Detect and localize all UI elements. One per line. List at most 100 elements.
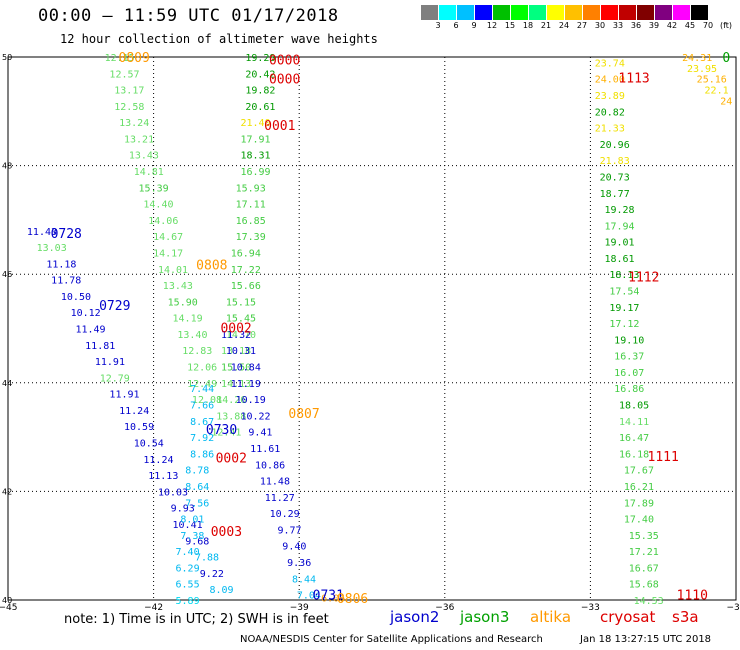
swh-value: 16.37 <box>614 352 644 363</box>
swh-value: 10.03 <box>158 487 188 498</box>
swh-value: 19.28 <box>604 205 634 216</box>
colorbar-label: 30 <box>594 21 606 30</box>
swh-value: 11.24 <box>143 455 173 466</box>
swh-value: 12.15 <box>105 53 135 64</box>
colorbar-swatch <box>601 5 619 20</box>
swh-value: 7.66 <box>190 401 214 412</box>
time-label: 1113 <box>618 72 649 87</box>
time-label: 0809 <box>119 51 150 66</box>
swh-value: 16.47 <box>619 433 649 444</box>
swh-value: 15.93 <box>236 183 266 194</box>
swh-value: 12.83 <box>182 346 212 357</box>
time-label: 0001 <box>264 119 295 134</box>
swh-value: 15.39 <box>139 183 169 194</box>
swh-value: 11.19 <box>231 379 261 390</box>
swh-value: 16.21 <box>624 482 654 493</box>
swh-value: 14.70 <box>226 330 256 341</box>
swh-value: 25.16 <box>697 75 727 86</box>
swh-value: 11.13 <box>148 471 178 482</box>
y-tick-label: 42 <box>2 487 12 496</box>
swh-value: 10.84 <box>231 363 261 374</box>
colorbar-label: 21 <box>540 21 552 30</box>
swh-value: 15.35 <box>629 531 659 542</box>
swh-value: 9.41 <box>248 428 272 439</box>
swh-value: 13.03 <box>37 243 67 254</box>
swh-value: 15.15 <box>226 297 256 308</box>
colorbar-swatch <box>421 5 439 20</box>
swh-value: 24 <box>720 96 732 107</box>
swh-value: 10.29 <box>270 509 300 520</box>
swh-value: 11.24 <box>119 406 149 417</box>
swh-value: 18.13 <box>609 270 639 281</box>
colorbar-label: 3 <box>435 21 441 30</box>
swh-value: 23.95 <box>687 64 717 75</box>
colorbar-label: 6 <box>453 21 459 30</box>
swh-value: 16.86 <box>614 384 644 395</box>
swh-value: 21.83 <box>600 156 630 167</box>
legend-cryosat: cryosat <box>600 608 656 626</box>
legend-s3a: s3a <box>672 608 699 626</box>
swh-value: 14.13 <box>221 379 251 390</box>
swh-value: 10.59 <box>124 422 154 433</box>
swh-value: 14.17 <box>153 248 183 259</box>
swh-value: 8.09 <box>209 585 233 596</box>
time-label: 0000 <box>269 73 300 88</box>
swh-value: 14.81 <box>134 167 164 178</box>
swh-value: 12.06 <box>187 363 217 374</box>
legend-note: note: 1) Time is in UTC; 2) SWH is in fe… <box>64 612 329 627</box>
swh-value: 18.77 <box>600 189 630 200</box>
legend-altika: altika <box>530 608 572 626</box>
swh-value: 6.06 <box>321 593 345 604</box>
colorbar-label: 15 <box>504 21 516 30</box>
swh-value: 11.91 <box>95 357 125 368</box>
swh-value: 24.00 <box>595 75 625 86</box>
swh-value: 11.81 <box>85 341 115 352</box>
time-label: 0 <box>722 51 730 66</box>
swh-value: 17.54 <box>609 286 639 297</box>
legend-jason2: jason2 <box>390 608 440 626</box>
swh-value: 9.40 <box>282 542 306 553</box>
swh-value: 19.17 <box>609 303 639 314</box>
colorbar-swatch <box>583 5 601 20</box>
colorbar-label: 12 <box>486 21 498 30</box>
swh-value: 16.07 <box>614 368 644 379</box>
swh-value: 10.31 <box>226 346 256 357</box>
swh-value: 10.41 <box>173 520 203 531</box>
swh-value: 12.79 <box>100 373 130 384</box>
swh-value: 17.40 <box>624 515 654 526</box>
swh-value: 14.40 <box>143 200 173 211</box>
swh-value: 16.18 <box>619 449 649 460</box>
swh-value: 10.86 <box>255 460 285 471</box>
swh-value: 6.55 <box>176 580 200 591</box>
footer-timestamp: Jan 18 13:27:15 UTC 2018 <box>580 634 712 645</box>
swh-value: 16.85 <box>236 216 266 227</box>
swh-value: 10.54 <box>134 439 164 450</box>
colorbar-swatch <box>493 5 511 20</box>
swh-value: 11.43 <box>27 227 57 238</box>
y-tick-label: 50 <box>2 53 12 62</box>
time-label: 0003 <box>211 525 242 540</box>
plot-frame <box>7 56 737 601</box>
swh-value: 11.32 <box>221 330 251 341</box>
time-label: 1111 <box>648 450 679 465</box>
swh-value: 18.61 <box>604 254 634 265</box>
swh-value: 17.91 <box>240 134 270 145</box>
swh-value: 18.31 <box>240 151 270 162</box>
colorbar-swatch <box>637 5 655 20</box>
swh-value: 9.68 <box>185 536 209 547</box>
swh-value: 13.21 <box>124 134 154 145</box>
colorbar-swatch <box>655 5 673 20</box>
swh-value: 17.11 <box>236 200 266 211</box>
swh-value: 12.49 <box>187 379 217 390</box>
swh-value: 14.11 <box>619 417 649 428</box>
swh-value: 7.40 <box>176 547 200 558</box>
swh-value: 14.26 <box>216 395 246 406</box>
swh-value: 12.58 <box>114 102 144 113</box>
colorbar <box>421 5 709 20</box>
swh-value: 20.96 <box>600 140 630 151</box>
swh-value: 19.82 <box>245 86 275 97</box>
swh-value: 11.27 <box>265 493 295 504</box>
swh-value: 14.01 <box>158 265 188 276</box>
time-label: 0002 <box>216 452 247 467</box>
